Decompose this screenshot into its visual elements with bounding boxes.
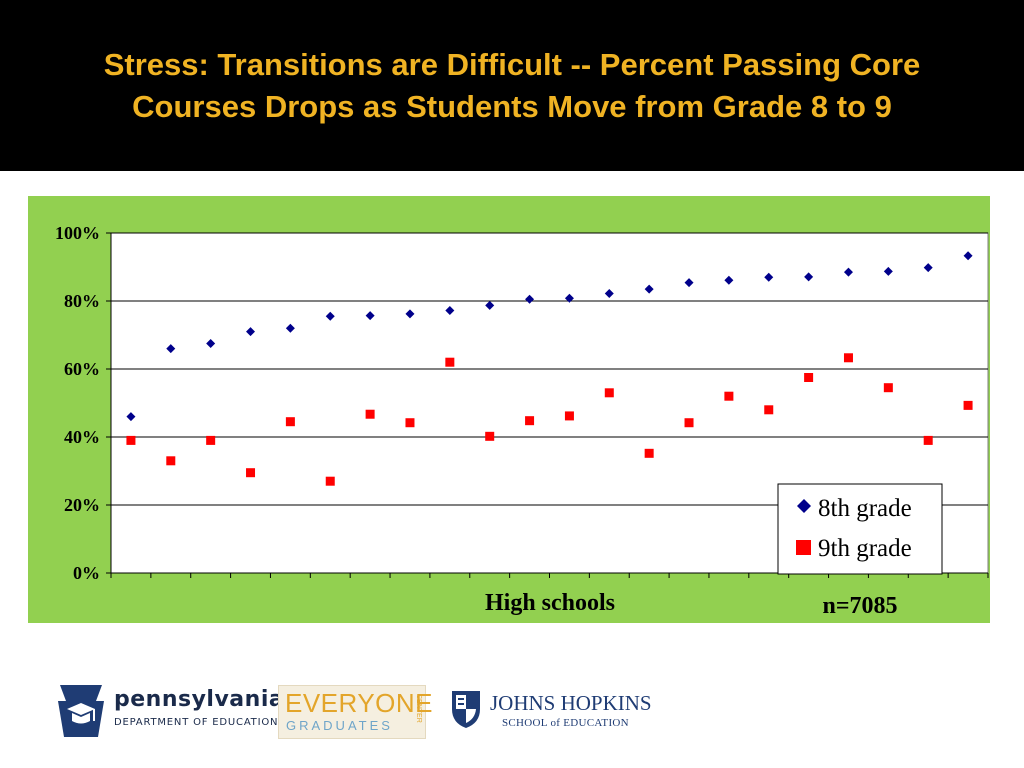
point-8th-grade: [525, 294, 535, 304]
point-8th-grade: [764, 272, 774, 282]
point-9th-grade: [206, 435, 216, 445]
point-8th-grade: [963, 251, 973, 261]
legend: 8th grade 9th grade: [777, 483, 943, 575]
x-axis-label: High schools: [485, 590, 615, 616]
point-8th-grade: [166, 344, 176, 354]
johns-hopkins-logo: JOHNS HOPKINS SCHOOL of EDUCATION: [450, 689, 652, 733]
point-9th-grade: [445, 357, 455, 367]
point-9th-grade: [525, 416, 535, 426]
point-9th-grade: [883, 383, 893, 393]
point-8th-grade: [644, 284, 654, 294]
point-8th-grade: [923, 263, 933, 273]
y-tick-label: 80%: [64, 291, 100, 311]
point-9th-grade: [166, 456, 176, 466]
everyone-graduates-bottom: GRADUATES: [286, 718, 393, 733]
y-tick-label: 100%: [55, 223, 100, 243]
y-tick-label: 40%: [64, 427, 100, 447]
legend-marker-9th-grade: [796, 540, 811, 555]
point-8th-grade: [285, 323, 295, 333]
pennsylvania-subtitle: DEPARTMENT OF EDUCATION: [114, 717, 279, 728]
point-9th-grade: [126, 435, 136, 445]
point-8th-grade: [604, 289, 614, 299]
johns-hopkins-subtitle: SCHOOL of EDUCATION: [502, 717, 629, 729]
point-8th-grade: [724, 275, 734, 285]
everyone-graduates-logo: EVERYONE GRADUATES CENTER: [278, 685, 433, 739]
point-9th-grade: [684, 418, 694, 428]
pennsylvania-wordmark: pennsylvania: [114, 687, 285, 712]
point-9th-grade: [405, 418, 415, 428]
point-9th-grade: [564, 411, 574, 421]
title-band: Stress: Transitions are Difficult -- Per…: [0, 0, 1024, 171]
point-8th-grade: [325, 311, 335, 321]
y-tick-labels: 0% 20% 40% 60% 80% 100%: [55, 223, 100, 583]
point-9th-grade: [923, 435, 933, 445]
point-9th-grade: [724, 391, 734, 401]
point-9th-grade: [764, 405, 774, 415]
legend-label-8th-grade: 8th grade: [818, 495, 912, 522]
point-8th-grade: [485, 300, 495, 310]
logo-strip: pennsylvania DEPARTMENT OF EDUCATION EVE…: [0, 675, 1024, 750]
slide-title-line-1: Stress: Transitions are Difficult -- Per…: [103, 46, 921, 82]
sample-size-annotation: n=7085: [822, 593, 897, 619]
point-8th-grade: [246, 327, 256, 337]
point-9th-grade: [485, 431, 495, 441]
data-points: [126, 251, 973, 486]
point-9th-grade: [644, 448, 654, 458]
legend-label-9th-grade: 9th grade: [818, 535, 912, 562]
point-8th-grade: [804, 272, 814, 282]
y-tick-label: 60%: [64, 359, 100, 379]
johns-hopkins-wordmark: JOHNS HOPKINS: [490, 691, 652, 715]
scatter-chart: 0% 20% 40% 60% 80% 100% 8th grade 9th grade H…: [55, 223, 989, 619]
point-8th-grade: [684, 278, 694, 288]
chart-panel: 0% 20% 40% 60% 80% 100% 8th grade 9th grade H…: [28, 196, 990, 623]
point-8th-grade: [564, 293, 574, 303]
point-8th-grade: [126, 412, 136, 422]
point-8th-grade: [883, 266, 893, 276]
everyone-graduates-top: EVERYONE: [285, 688, 434, 718]
everyone-graduates-side: CENTER: [415, 694, 422, 723]
keystone-icon: [58, 685, 104, 737]
legend-marker-8th-grade: [797, 499, 811, 513]
point-8th-grade: [445, 306, 455, 316]
point-9th-grade: [963, 400, 973, 410]
point-9th-grade: [246, 468, 256, 478]
point-9th-grade: [325, 476, 335, 486]
point-8th-grade: [365, 311, 375, 321]
point-9th-grade: [604, 388, 614, 398]
shield-icon: [452, 691, 480, 728]
legend-box: [777, 483, 943, 575]
point-9th-grade: [843, 353, 853, 363]
slide-title-line-2: Courses Drops as Students Move from Grad…: [132, 88, 892, 124]
point-8th-grade: [843, 267, 853, 277]
point-8th-grade: [405, 309, 415, 319]
y-tick-label: 0%: [73, 563, 100, 583]
pennsylvania-logo: pennsylvania DEPARTMENT OF EDUCATION: [56, 683, 284, 739]
point-9th-grade: [804, 373, 814, 382]
point-9th-grade: [365, 409, 375, 419]
point-8th-grade: [206, 339, 216, 348]
point-9th-grade: [285, 417, 295, 427]
y-tick-label: 20%: [64, 495, 100, 515]
